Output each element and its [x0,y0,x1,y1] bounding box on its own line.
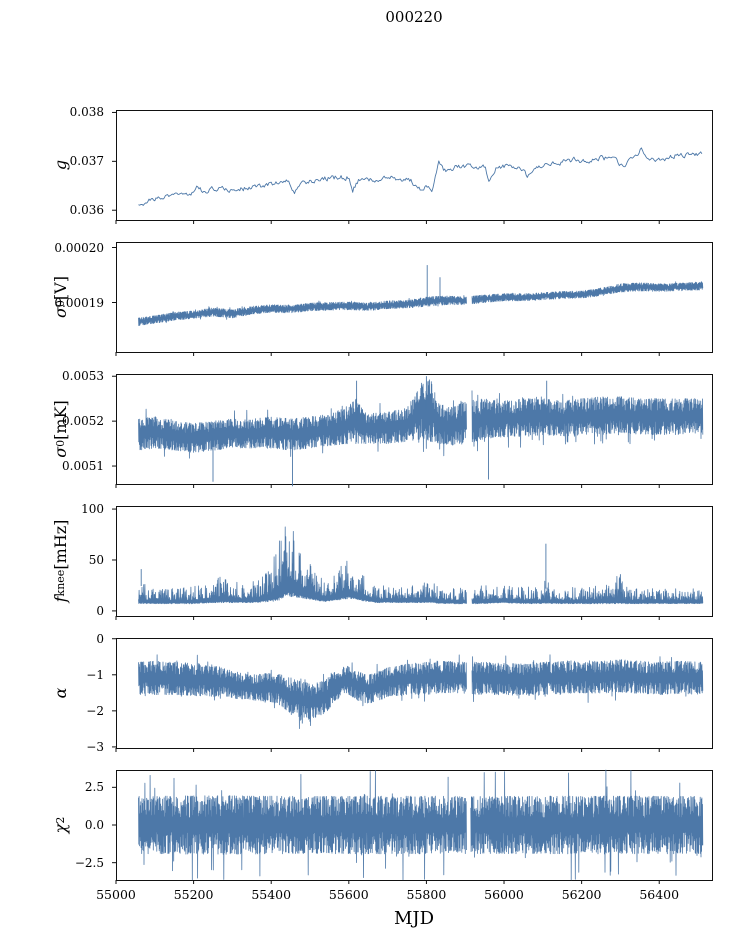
x-tick-label: 56000 [484,887,524,902]
series-sigma0_mK [138,379,704,459]
y-tick-label: 0 [96,631,104,646]
y-tick-label: 50 [88,552,104,567]
x-tick-label: 55200 [173,887,214,902]
y-tick-label: 0 [96,603,104,618]
y-axis-label-part: g [50,159,70,171]
series-chi2 [138,769,704,881]
series-sigma0_V [138,281,704,326]
series-alpha [138,654,704,729]
panel-spines-g [116,110,713,221]
y-axis-label-part: α [50,687,70,699]
y-axis-label-part: σ [50,307,70,318]
x-tick-label: 55000 [96,887,136,902]
x-tick-label: 55600 [328,887,369,902]
y-axis-label-part: f [50,596,70,603]
y-tick-label: −2 [86,703,104,718]
y-axis-label-part: [mHz] [50,519,70,570]
y-axis-label-f_knee: f knee [mHz] [40,496,80,626]
y-axis-label-part: 2 [53,816,67,824]
y-axis-label-g: g [40,100,80,230]
panel-spines-sigma0_mK [116,374,713,485]
y-tick-label: 0.036 [69,203,104,218]
y-tick-label: 0.00020 [54,240,104,255]
chart-title: 000220 [385,8,443,26]
y-axis-label-part: [mK] [50,400,70,440]
series-f_knee [138,526,704,605]
y-tick-label: 100 [81,502,104,517]
y-tick-label: 0.0053 [62,369,104,384]
y-axis-label-alpha: α [40,628,80,758]
y-tick-label: 2.5 [84,780,104,795]
y-tick-label: −1 [86,667,104,682]
panel-spines-sigma0_V [116,242,713,353]
y-axis-label-part: 0 [53,300,67,308]
y-axis-label-part: knee [53,569,67,597]
y-axis-label-part: χ [50,823,70,834]
y-tick-label: 0.0052 [62,414,104,429]
y-tick-label: 0.037 [69,154,104,169]
panel-spines-alpha [116,638,713,749]
x-tick-label: 56200 [561,887,602,902]
y-tick-label: 0.038 [69,105,104,120]
y-axis-label-part: [V] [50,276,70,301]
series-g [138,147,703,206]
y-axis-label-part: σ [50,446,70,458]
x-axis-label: MJD [393,908,435,929]
y-tick-label: 0.00019 [54,295,104,310]
panel-spines-chi2 [116,770,713,881]
y-tick-label: 0.0 [84,818,104,832]
y-tick-label: 0.0051 [62,459,104,474]
x-tick-label: 55800 [406,887,447,902]
x-tick-label: 56400 [639,887,680,902]
x-tick-label: 55400 [251,887,292,902]
y-axis-label-part: 0 [53,439,67,447]
y-tick-label: −3 [86,739,104,754]
panel-spines-f_knee [116,506,713,617]
y-tick-label: −2.5 [74,855,104,870]
